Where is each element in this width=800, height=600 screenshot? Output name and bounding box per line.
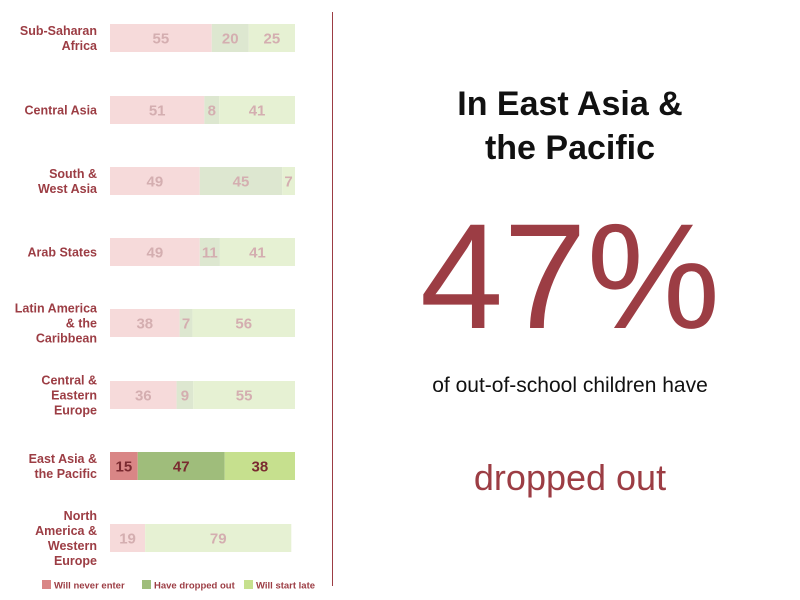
bar-segment bbox=[110, 452, 138, 480]
bar-segment bbox=[248, 24, 295, 52]
legend-swatch bbox=[142, 580, 151, 589]
row-label: North America & Western Europe bbox=[35, 509, 97, 568]
bar-value-label: 19 bbox=[119, 531, 136, 548]
bar-value-label: 49 bbox=[147, 174, 164, 191]
bar-segment bbox=[110, 96, 205, 124]
bar-segment bbox=[110, 238, 200, 266]
bar-value-label: 7 bbox=[182, 316, 190, 333]
row-label-line: North bbox=[64, 509, 97, 523]
row-label-line: Central Asia bbox=[25, 104, 99, 118]
bar-segment bbox=[224, 452, 295, 480]
bar-value-label: 56 bbox=[235, 316, 252, 333]
bar-value-label: 55 bbox=[236, 388, 253, 405]
bar-value-label: 25 bbox=[264, 31, 281, 48]
chart-rows: Sub-Saharan Africa 55 20 25 Central Asia 51 8 41… bbox=[15, 24, 295, 568]
callout-outcome: dropped out bbox=[473, 457, 667, 498]
legend-swatch bbox=[42, 580, 51, 589]
chart-row: Latin America & the Caribbean 38 7 56 bbox=[15, 302, 295, 346]
bar-segment bbox=[176, 381, 194, 409]
bar-segment bbox=[193, 381, 295, 409]
bar-segment bbox=[282, 167, 295, 195]
bar-segment bbox=[110, 381, 177, 409]
row-label-line: America & bbox=[35, 524, 97, 538]
bar-value-label: 38 bbox=[136, 316, 153, 333]
bar-value-label: 79 bbox=[210, 531, 227, 548]
bar-value-label: 47 bbox=[173, 459, 190, 476]
bar-value-label: 38 bbox=[252, 459, 269, 476]
bar-segment bbox=[192, 309, 295, 337]
callout-subline: of out-of-school children have bbox=[432, 374, 708, 397]
row-label-line: Sub-Saharan bbox=[20, 24, 97, 38]
bar-value-label: 41 bbox=[249, 103, 266, 120]
callout-headline: In East Asia & the Pacific bbox=[350, 82, 790, 170]
row-label-line: South & bbox=[49, 167, 97, 181]
bar-segment bbox=[110, 309, 180, 337]
stacked-bar-chart: Sub-Saharan Africa 55 20 25 Central Asia 51 8 41… bbox=[15, 24, 315, 592]
callout-headline-line1: In East Asia & bbox=[457, 85, 683, 123]
bar-segment bbox=[179, 309, 193, 337]
row-label-line: Europe bbox=[54, 554, 97, 568]
bar-segment bbox=[110, 167, 200, 195]
row-label-line: East Asia & bbox=[29, 452, 97, 466]
row-label: Sub-Saharan Africa bbox=[20, 24, 98, 53]
chart-row: North America & Western Europe 19 79 bbox=[35, 509, 292, 568]
row-label-line: & the bbox=[66, 317, 97, 331]
bar-segment bbox=[145, 524, 292, 552]
legend-item: Have dropped out bbox=[142, 580, 236, 592]
row-label-line: Africa bbox=[62, 39, 98, 53]
bar-value-label: 55 bbox=[153, 31, 170, 48]
bar-value-label: 41 bbox=[249, 245, 266, 262]
bar-value-label: 51 bbox=[149, 103, 166, 120]
bar-value-label: 9 bbox=[181, 388, 189, 405]
legend-swatch bbox=[244, 580, 253, 589]
legend-item: Will never enter bbox=[42, 580, 125, 592]
bar-value-label: 8 bbox=[208, 103, 216, 120]
chart-row: East Asia & the Pacific 15 47 38 bbox=[29, 452, 295, 481]
bar-value-label: 49 bbox=[147, 245, 164, 262]
row-label: East Asia & the Pacific bbox=[29, 452, 97, 481]
chart-legend: Will never enter Have dropped out Will sta… bbox=[42, 580, 315, 592]
row-label-line: Latin America bbox=[15, 302, 98, 316]
row-label-line: Arab States bbox=[28, 246, 98, 260]
row-label-line: Europe bbox=[54, 404, 97, 418]
bar-segment bbox=[110, 24, 212, 52]
row-label: Central & Eastern Europe bbox=[41, 374, 97, 418]
row-label-line: Central & bbox=[41, 374, 97, 388]
bar-segment bbox=[110, 524, 146, 552]
row-label-line: Caribbean bbox=[36, 332, 97, 346]
callout-headline-line2: the Pacific bbox=[484, 129, 656, 167]
chart-row: Sub-Saharan Africa 55 20 25 bbox=[20, 24, 295, 53]
chart-row: Central Asia 51 8 41 bbox=[25, 96, 295, 124]
bar-value-label: 20 bbox=[222, 31, 239, 48]
row-label: Arab States bbox=[28, 246, 98, 260]
row-label-line: West Asia bbox=[38, 182, 98, 196]
bar-value-label: 11 bbox=[202, 245, 218, 262]
legend-label: Have dropped out bbox=[154, 581, 236, 592]
row-label: Latin America & the Caribbean bbox=[15, 302, 98, 346]
bar-segment bbox=[219, 238, 295, 266]
legend-label: Will start late bbox=[256, 581, 315, 592]
bar-value-label: 36 bbox=[135, 388, 152, 405]
bar-value-label: 15 bbox=[116, 459, 133, 476]
bar-segment bbox=[204, 96, 220, 124]
bar-value-label: 7 bbox=[284, 174, 292, 191]
row-label-line: Western bbox=[48, 539, 97, 553]
row-label-line: the Pacific bbox=[34, 467, 97, 481]
row-label: South & West Asia bbox=[38, 167, 98, 196]
bar-segment bbox=[211, 24, 249, 52]
callout-percent: 47% bbox=[419, 192, 721, 360]
chart-row: South & West Asia 49 45 7 bbox=[38, 167, 295, 196]
bar-segment bbox=[137, 452, 225, 480]
legend-label: Will never enter bbox=[54, 581, 125, 592]
bar-segment bbox=[199, 167, 283, 195]
chart-row: Central & Eastern Europe 36 9 55 bbox=[41, 374, 295, 418]
bar-value-label: 45 bbox=[233, 174, 250, 191]
row-label: Central Asia bbox=[25, 104, 99, 118]
chart-row: Arab States 49 11 41 bbox=[28, 238, 295, 266]
row-label-line: Eastern bbox=[51, 389, 97, 403]
legend-item: Will start late bbox=[244, 580, 315, 592]
bar-segment bbox=[199, 238, 220, 266]
bar-segment bbox=[219, 96, 295, 124]
vertical-divider bbox=[332, 12, 333, 586]
